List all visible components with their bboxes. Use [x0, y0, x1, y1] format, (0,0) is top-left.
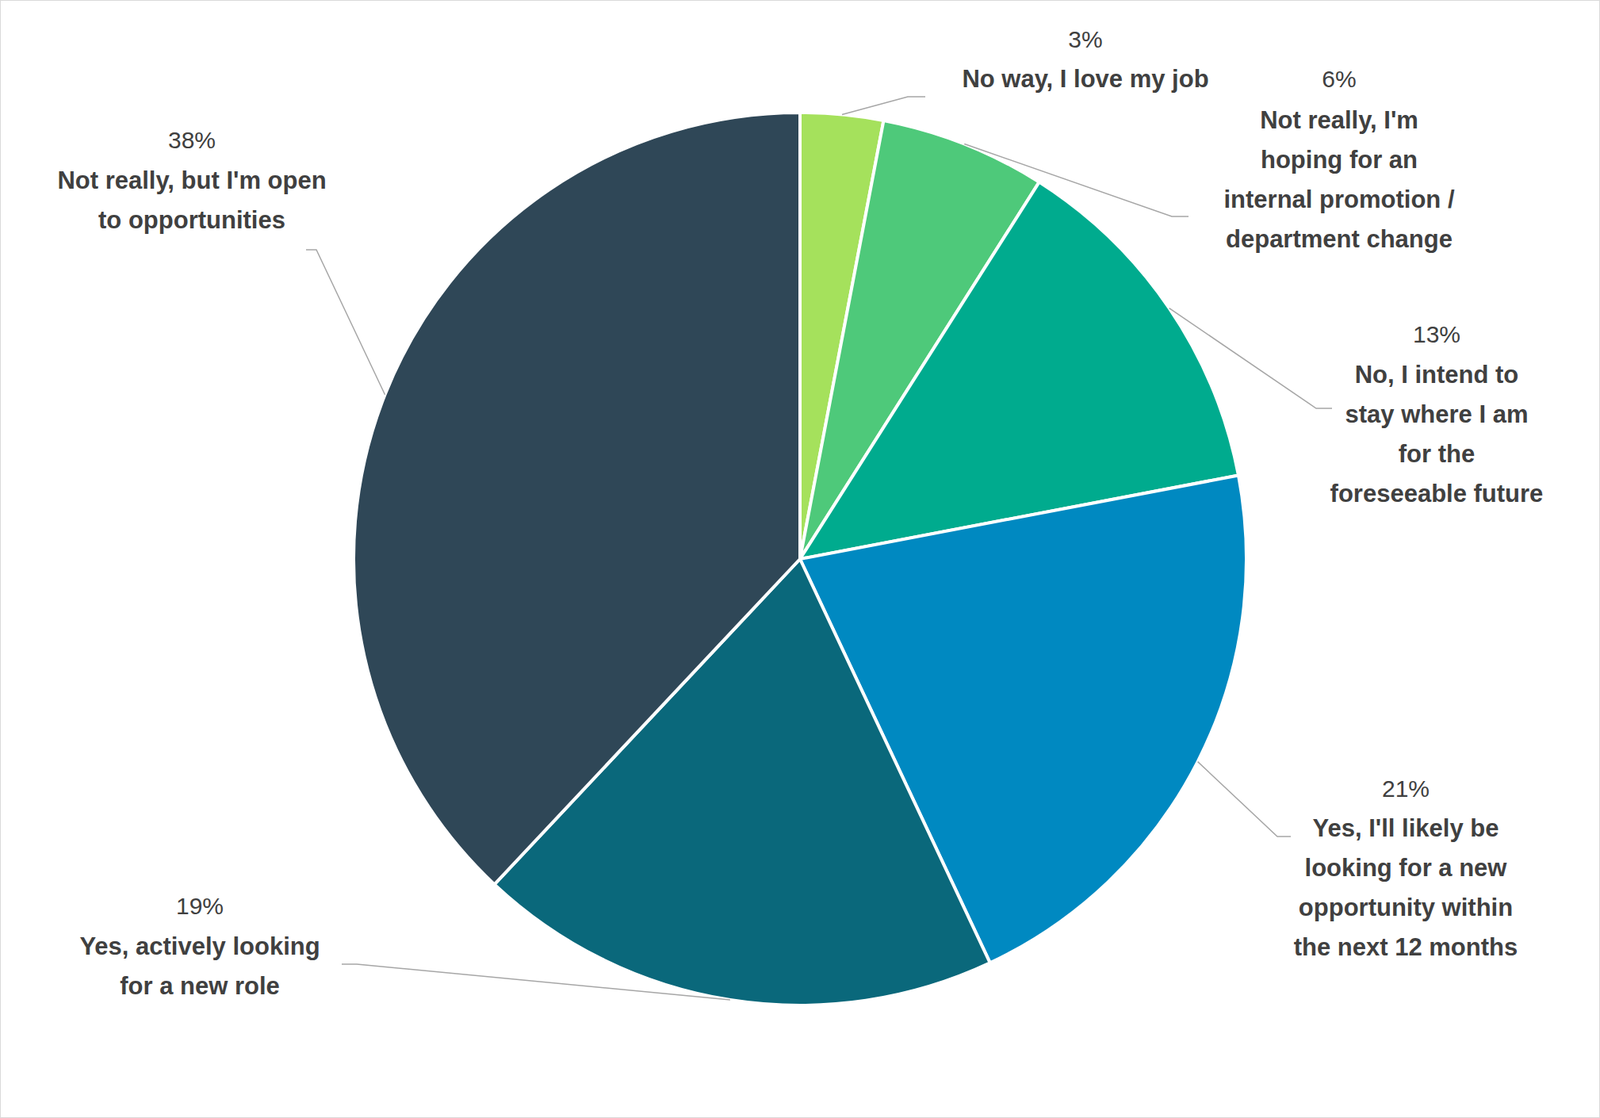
leader-line	[842, 96, 926, 115]
category-label: Not really, but I'm open to opportunities	[57, 166, 326, 234]
data-label: 21%	[1381, 775, 1430, 802]
leader-line	[1169, 308, 1333, 409]
chart-frame	[0, 0, 1600, 1118]
data-label: 6%	[1321, 65, 1356, 92]
chart: 3% No way, I love my job 6% Not really, I'm…	[0, 0, 1600, 1118]
data-label: 13%	[1412, 321, 1461, 348]
category-label-line: for a new role	[119, 972, 280, 1000]
data-label: 3%	[1067, 26, 1103, 53]
category-label-line: department change	[1225, 225, 1453, 253]
data-label: 19%	[176, 892, 224, 919]
category-label: No way, I love my job	[961, 65, 1209, 93]
category-label: Not really, I'm hoping for an internal pro…	[1223, 106, 1455, 253]
category-label-line: No, I intend to	[1355, 360, 1520, 389]
pie	[353, 112, 1247, 1006]
category-label-line: Yes, actively looking	[79, 932, 320, 961]
category-label-line: for the	[1398, 440, 1475, 468]
category-label-line: Not really, but I'm open	[57, 166, 326, 195]
category-label-line: the next 12 months	[1293, 933, 1519, 961]
category-label: Yes, I'll likely be looking for a new oppo…	[1293, 814, 1519, 961]
category-label-line: hoping for an	[1260, 145, 1418, 174]
leader-line	[964, 144, 1189, 217]
pie-slice	[353, 112, 800, 885]
category-label-line: No way, I love my job	[961, 65, 1209, 93]
category-label-line: foreseeable future	[1330, 479, 1544, 508]
category-label-line: stay where I am	[1345, 400, 1529, 429]
category-label: No, I intend to stay where I am for the for…	[1330, 360, 1544, 508]
data-label: 38%	[168, 126, 216, 154]
category-label: Yes, actively looking for a new role	[79, 932, 320, 1000]
category-label-line: internal promotion /	[1223, 185, 1455, 214]
labels: 3% No way, I love my job 6% Not really, I'm…	[57, 26, 1543, 1001]
leader-line	[341, 964, 731, 1000]
category-label-line: Yes, I'll likely be	[1312, 814, 1500, 843]
category-label-line: to opportunities	[98, 206, 286, 234]
leader-line	[306, 249, 386, 395]
category-label-line: looking for a new	[1305, 853, 1509, 882]
category-label-line: opportunity within	[1298, 893, 1513, 922]
leader-line	[1198, 761, 1291, 837]
category-label-line: Not really, I'm	[1259, 106, 1419, 134]
